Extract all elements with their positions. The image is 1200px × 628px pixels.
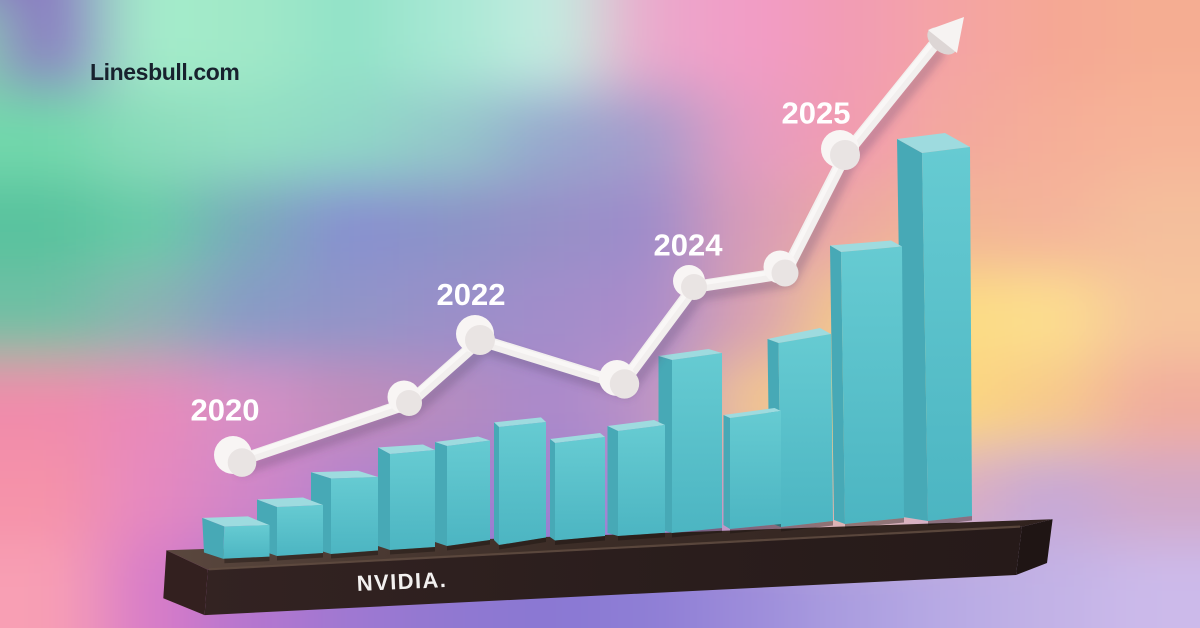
svg-text:2024: 2024 bbox=[654, 228, 724, 263]
svg-text:NVIDIA.: NVIDIA. bbox=[356, 567, 448, 596]
svg-text:2022: 2022 bbox=[437, 277, 506, 312]
svg-text:2020: 2020 bbox=[191, 393, 260, 428]
svg-text:2025: 2025 bbox=[782, 96, 851, 131]
